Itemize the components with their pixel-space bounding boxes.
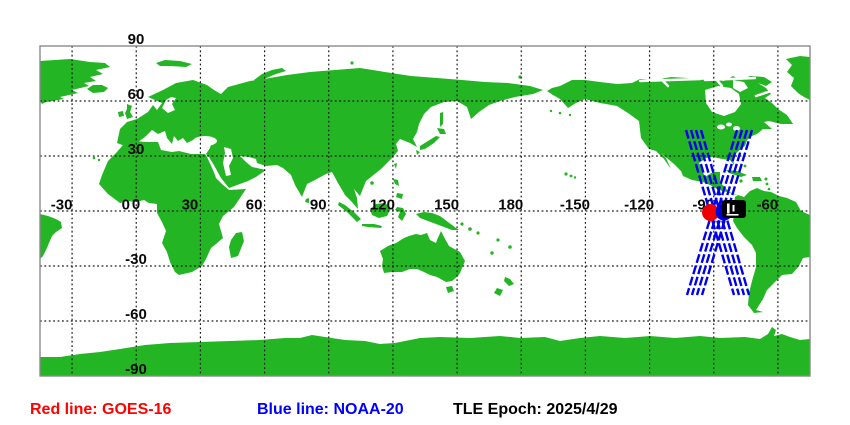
- lon-tick-label: 180: [498, 197, 523, 214]
- landmass-new-zealand-south: [494, 288, 503, 296]
- arctic-channels: [638, 76, 776, 98]
- legend-noaa20: Blue line: NOAA-20: [257, 401, 404, 418]
- landmass-svalbard: [156, 60, 192, 67]
- landmass-japan-kyushu: [416, 150, 420, 155]
- landmass-south-america: [733, 188, 810, 313]
- landmass-japan-honshu: [420, 136, 440, 150]
- lon-tick-label: -60: [757, 197, 779, 214]
- landmass-sumatra: [338, 202, 361, 222]
- landmass-madagascar: [229, 232, 244, 258]
- sea-caspian: [223, 147, 233, 176]
- landmass-java: [362, 224, 382, 228]
- lon-tick-label: 90: [310, 197, 327, 214]
- lon-tick-label: 30: [182, 197, 199, 214]
- legend-goes16: Red line: GOES-16: [30, 401, 171, 418]
- lat-tick-label: 60: [128, 86, 145, 103]
- landmass-eurasia: [117, 68, 543, 209]
- legend-tle-epoch: TLE Epoch: 2025/4/29: [453, 401, 618, 418]
- lat-tick-label: -90: [125, 361, 147, 378]
- grid-layer: [40, 46, 810, 376]
- map-border: [39, 45, 811, 377]
- landmass-new-guinea: [416, 212, 459, 230]
- goes16-position-marker: [702, 204, 719, 221]
- satellite-label-blob-detail: [726, 203, 739, 216]
- landmass-australia: [380, 231, 465, 282]
- landmass-hispaniola: [752, 177, 762, 181]
- lat-tick-label: 30: [128, 141, 145, 158]
- lake-superior: [717, 124, 725, 130]
- lat-tick-label: 0: [132, 196, 140, 213]
- landmass-antarctica: [40, 327, 810, 376]
- landmass-britain: [125, 104, 133, 119]
- landmass-cuba: [726, 170, 747, 177]
- landmass-tasmania: [446, 286, 454, 293]
- lat-tick-label: -30: [125, 251, 147, 268]
- lon-tick-label: 150: [434, 197, 459, 214]
- lon-tick-label: 0: [122, 197, 130, 214]
- lon-tick-label: 120: [370, 197, 395, 214]
- sea-black-sea: [193, 136, 217, 146]
- lat-tick-label: 90: [128, 31, 145, 48]
- lon-tick-label: -30: [51, 197, 73, 214]
- landmass-sakhalin: [440, 112, 443, 127]
- landmass-japan-hokkaido: [437, 128, 446, 134]
- lon-tick-label: 60: [246, 197, 263, 214]
- landmass-iceland: [87, 85, 108, 93]
- small-islands: [92, 61, 771, 255]
- legend: Red line: GOES-16 Blue line: NOAA-20 TLE…: [30, 401, 618, 418]
- lon-tick-label: -120: [624, 197, 654, 214]
- landmass-mindanao: [396, 193, 403, 199]
- landmass-brazil-east-sliver: [40, 214, 62, 259]
- landmass-taiwan: [394, 163, 397, 169]
- lon-tick-label: -150: [560, 197, 590, 214]
- sea-foxe-basin: [733, 80, 748, 92]
- landmass-ireland: [118, 111, 124, 117]
- lake-huron: [726, 122, 732, 127]
- lake-ontario: [733, 126, 740, 131]
- landmass-greenland-east: [40, 59, 110, 104]
- tick-label-layer: -30 0 30 60 90 120 150 180 -150 -120 -90 -60 90 60 30 0…: [51, 31, 779, 378]
- landmass-new-zealand-north: [504, 277, 514, 286]
- landmass-greenland-west: [786, 56, 810, 100]
- landmass-sri-lanka: [305, 198, 309, 203]
- lat-tick-label: -60: [125, 306, 147, 323]
- landmass-luzon: [393, 179, 399, 186]
